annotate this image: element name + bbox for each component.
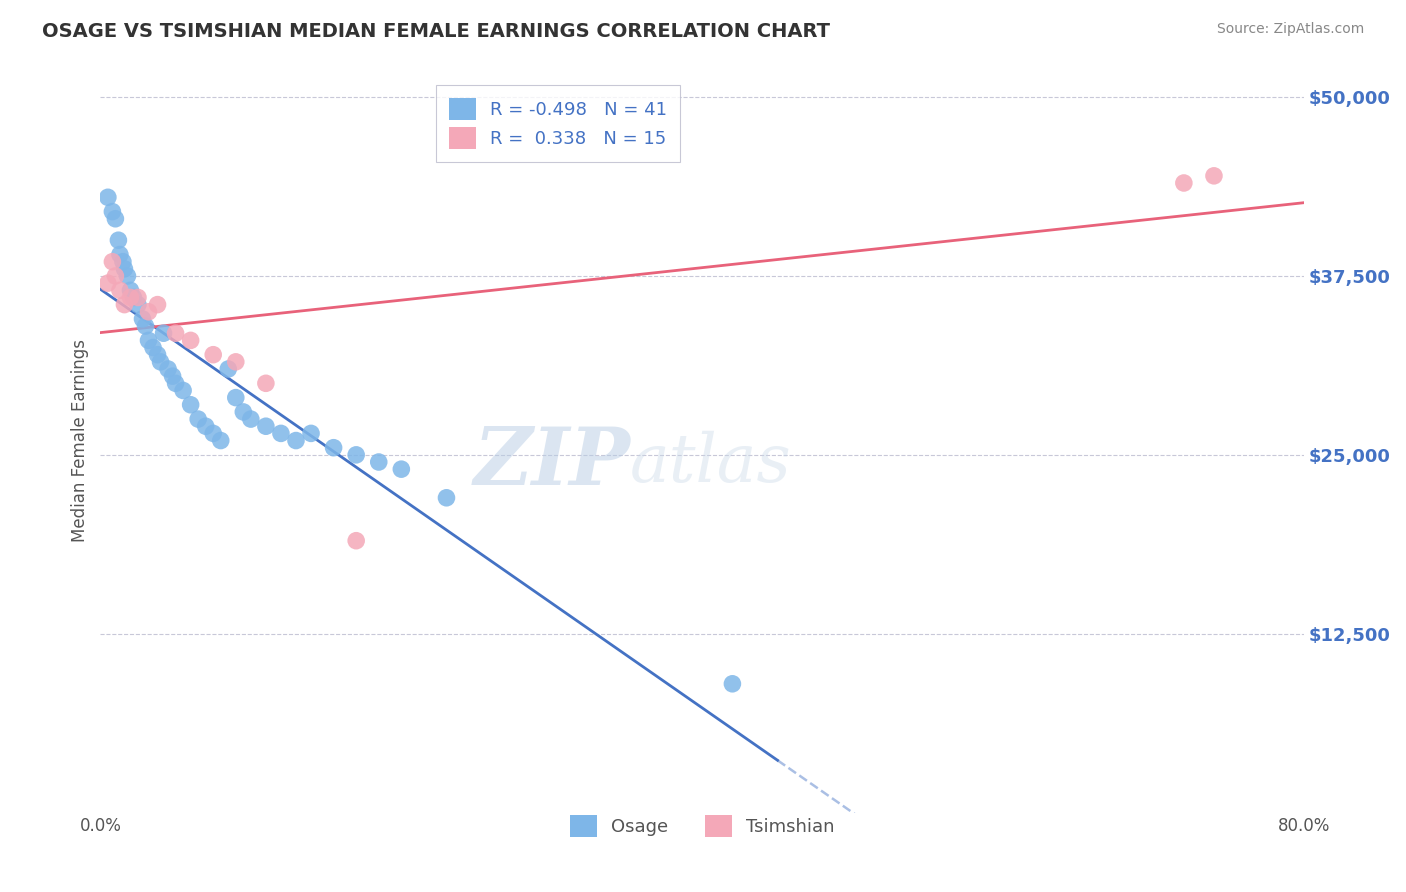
- Point: [225, 355, 247, 369]
- Point: [180, 334, 202, 348]
- Point: [299, 426, 322, 441]
- Point: [1202, 169, 1225, 183]
- Point: [120, 290, 142, 304]
- Point: [202, 426, 225, 441]
- Point: [122, 290, 145, 304]
- Point: [97, 190, 120, 204]
- Point: [107, 233, 129, 247]
- Point: [232, 405, 254, 419]
- Point: [322, 441, 344, 455]
- Point: [111, 254, 134, 268]
- Point: [138, 305, 160, 319]
- Point: [209, 434, 232, 448]
- Point: [146, 297, 169, 311]
- Point: [101, 204, 124, 219]
- Point: [254, 419, 277, 434]
- Point: [239, 412, 262, 426]
- Point: [112, 261, 135, 276]
- Point: [1173, 176, 1195, 190]
- Point: [202, 348, 225, 362]
- Point: [97, 276, 120, 290]
- Point: [162, 369, 184, 384]
- Point: [101, 254, 124, 268]
- Point: [344, 533, 367, 548]
- Point: [146, 348, 169, 362]
- Point: [172, 384, 194, 398]
- Point: [127, 297, 149, 311]
- Text: atlas: atlas: [630, 430, 792, 495]
- Point: [117, 268, 139, 283]
- Point: [721, 677, 744, 691]
- Text: ZIP: ZIP: [474, 424, 630, 501]
- Point: [165, 326, 187, 341]
- Point: [194, 419, 217, 434]
- Point: [120, 283, 142, 297]
- Point: [217, 362, 239, 376]
- Point: [142, 341, 165, 355]
- Point: [131, 312, 153, 326]
- Point: [104, 211, 127, 226]
- Point: [108, 247, 131, 261]
- Point: [112, 297, 135, 311]
- Legend: Osage, Tsimshian: Osage, Tsimshian: [562, 808, 842, 845]
- Point: [138, 334, 160, 348]
- Point: [344, 448, 367, 462]
- Point: [149, 355, 172, 369]
- Point: [157, 362, 180, 376]
- Text: OSAGE VS TSIMSHIAN MEDIAN FEMALE EARNINGS CORRELATION CHART: OSAGE VS TSIMSHIAN MEDIAN FEMALE EARNING…: [42, 22, 830, 41]
- Point: [367, 455, 389, 469]
- Point: [225, 391, 247, 405]
- Point: [108, 283, 131, 297]
- Point: [436, 491, 458, 505]
- Point: [270, 426, 292, 441]
- Point: [134, 319, 156, 334]
- Point: [165, 376, 187, 391]
- Point: [254, 376, 277, 391]
- Point: [285, 434, 308, 448]
- Point: [389, 462, 412, 476]
- Point: [104, 268, 127, 283]
- Text: Source: ZipAtlas.com: Source: ZipAtlas.com: [1216, 22, 1364, 37]
- Y-axis label: Median Female Earnings: Median Female Earnings: [72, 339, 89, 542]
- Point: [152, 326, 174, 341]
- Point: [127, 290, 149, 304]
- Point: [180, 398, 202, 412]
- Point: [187, 412, 209, 426]
